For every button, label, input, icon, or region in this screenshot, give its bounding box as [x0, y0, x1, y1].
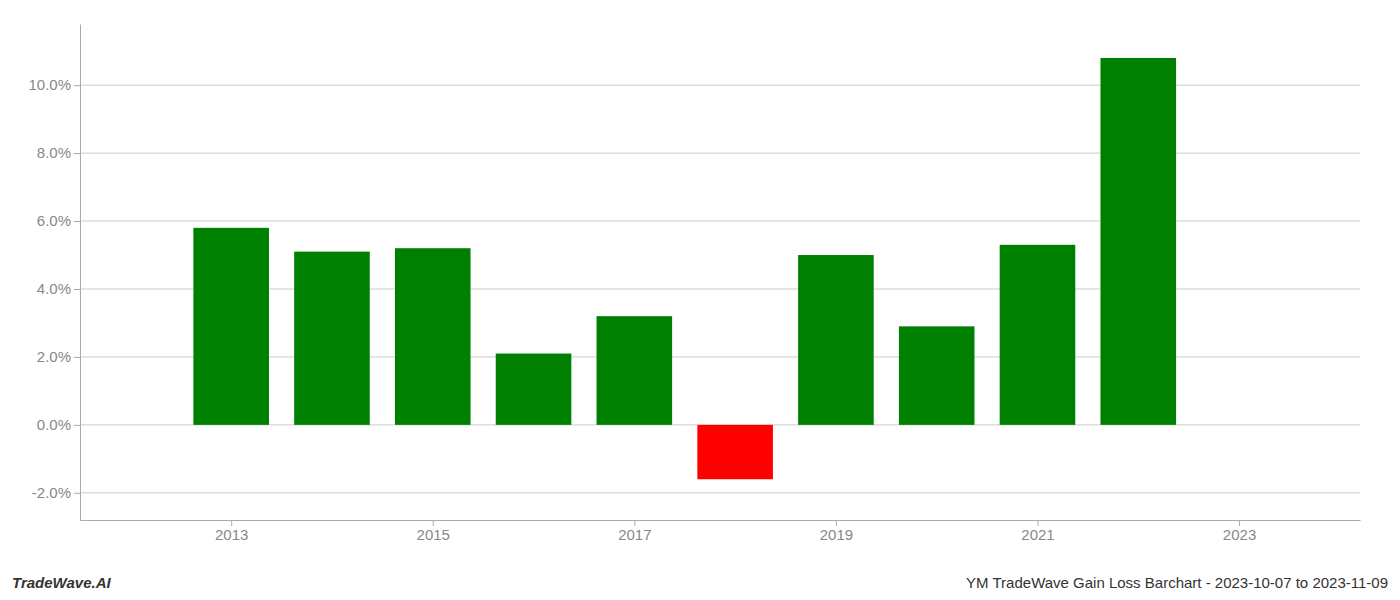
y-tick-mark: [74, 153, 80, 154]
y-tick-mark: [74, 221, 80, 222]
x-tick-label: 2019: [820, 526, 853, 543]
bar: [597, 316, 673, 425]
y-tick: 8.0%: [37, 144, 80, 161]
chart-container: 2013 2015 2017 2019 2021 2023 -2.0% 0.0% 2.0% 4.0…: [0, 0, 1400, 600]
title: YM TradeWave Gain Loss Barchart - 2023-1…: [966, 574, 1388, 591]
bar: [193, 228, 269, 425]
x-tick-label: 2013: [215, 526, 248, 543]
x-axis: 2013 2015 2017 2019 2021 2023: [81, 520, 1361, 543]
x-tick: 2013: [215, 520, 248, 543]
y-tick-label: 2.0%: [37, 348, 71, 365]
x-tick: 2023: [1223, 520, 1256, 543]
bar: [1000, 245, 1076, 425]
bar: [899, 326, 975, 425]
y-tick-label: 0.0%: [37, 416, 71, 433]
y-tick: 2.0%: [37, 348, 80, 365]
watermark: TradeWave.AI: [12, 574, 111, 591]
y-tick: 6.0%: [37, 212, 80, 229]
x-tick: 2015: [417, 520, 450, 543]
bar: [496, 354, 572, 425]
y-tick-mark: [74, 493, 80, 494]
y-tick-mark: [74, 289, 80, 290]
y-tick-label: 8.0%: [37, 144, 71, 161]
grid-line: [80, 492, 1360, 493]
x-tick-label: 2015: [417, 526, 450, 543]
bars: [193, 58, 1176, 479]
y-tick-mark: [74, 425, 80, 426]
y-tick-label: -2.0%: [32, 484, 71, 501]
x-tick: 2017: [618, 520, 651, 543]
x-tick: 2019: [820, 520, 853, 543]
bar: [697, 425, 773, 479]
x-tick-label: 2023: [1223, 526, 1256, 543]
bar: [294, 252, 370, 425]
y-axis-line: [80, 25, 81, 521]
y-tick: -2.0%: [32, 484, 80, 501]
bar: [798, 255, 874, 425]
y-tick-label: 6.0%: [37, 212, 71, 229]
y-tick: 10.0%: [28, 76, 80, 93]
y-tick: 4.0%: [37, 280, 80, 297]
bar: [395, 248, 471, 425]
x-tick-label: 2017: [618, 526, 651, 543]
bar: [1100, 58, 1176, 425]
y-tick-mark: [74, 357, 80, 358]
y-tick-label: 10.0%: [28, 76, 71, 93]
y-axis: -2.0% 0.0% 2.0% 4.0% 6.0% 8.0% 10.0%: [28, 25, 80, 521]
y-tick-label: 4.0%: [37, 280, 71, 297]
y-tick: 0.0%: [37, 416, 80, 433]
x-tick: 2021: [1021, 520, 1054, 543]
chart-svg: 2013 2015 2017 2019 2021 2023 -2.0% 0.0% 2.0% 4.0…: [0, 0, 1400, 600]
x-tick-label: 2021: [1021, 526, 1054, 543]
x-axis-line: [81, 520, 1361, 521]
y-tick-mark: [74, 85, 80, 86]
